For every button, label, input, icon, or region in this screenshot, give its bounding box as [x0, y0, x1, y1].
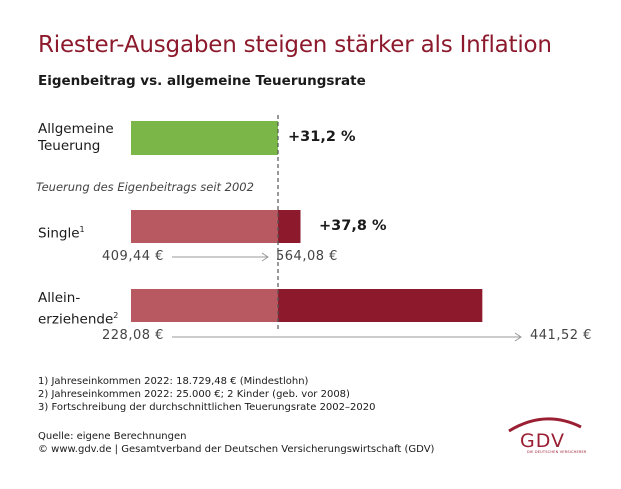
footnote-ref: 2	[113, 311, 119, 320]
amount-from-single-parent: 228,08 €	[102, 328, 164, 343]
logo-text: GDV	[520, 430, 566, 452]
chart-title: Riester-Ausgaben steigen stärker als Inf…	[38, 32, 552, 58]
bar-base-1	[131, 210, 278, 243]
logo-arc-icon	[508, 417, 582, 433]
amount-from-single: 409,44 €	[102, 249, 164, 264]
section-label: Teuerung des Eigenbeitrags seit 2002	[36, 180, 254, 194]
bar-inflation	[131, 121, 278, 155]
logo-subtext: DIE DEUTSCHEN VERSICHERER	[527, 450, 587, 454]
value-label-single: +37,8 %	[319, 218, 387, 234]
row-label-line: Allein-	[38, 290, 81, 306]
value-label-inflation: +31,2 %	[288, 129, 356, 145]
footnote: 3) Fortschreibung der durchschnittlichen…	[38, 402, 376, 413]
footnote-ref: 1	[79, 225, 85, 234]
row-label-single: Single1	[38, 221, 85, 243]
chart-subtitle: Eigenbeitrag vs. allgemeine Teuerungsrat…	[38, 73, 366, 89]
value-label-single-parent: +93,6 %	[491, 295, 559, 311]
row-label-line: erziehende	[38, 311, 114, 328]
arrow-single-parent-head	[514, 332, 522, 342]
amount-to-single-parent: 441,52 €	[530, 328, 592, 343]
bar-increase-2	[278, 289, 483, 322]
footnotes: 1) Jahreseinkommen 2022: 18.729,48 € (Mi…	[38, 375, 375, 414]
amount-to-single: 564,08 €	[276, 249, 338, 264]
row-label-inflation: Allgemeine Teuerung	[38, 121, 114, 155]
row-label-line: Single	[38, 225, 80, 242]
source-line: Quelle: eigene Berechnungen	[38, 431, 187, 442]
footnote: 1) Jahreseinkommen 2022: 18.729,48 € (Mi…	[38, 376, 309, 387]
copyright-line: © www.gdv.de | Gesamtverband der Deutsch…	[38, 444, 435, 455]
source-block: Quelle: eigene Berechnungen © www.gdv.de…	[38, 430, 434, 456]
row-label-line: Allgemeine	[38, 121, 114, 137]
row-label-single-parent: Allein- erziehende2	[38, 290, 118, 329]
arrow-single-head	[261, 252, 269, 262]
bar-base-2	[131, 289, 278, 322]
footnote: 2) Jahreseinkommen 2022: 25.000 €; 2 Kin…	[38, 389, 350, 400]
row-label-line: Teuerung	[38, 138, 101, 154]
bar-increase-1	[278, 210, 301, 243]
